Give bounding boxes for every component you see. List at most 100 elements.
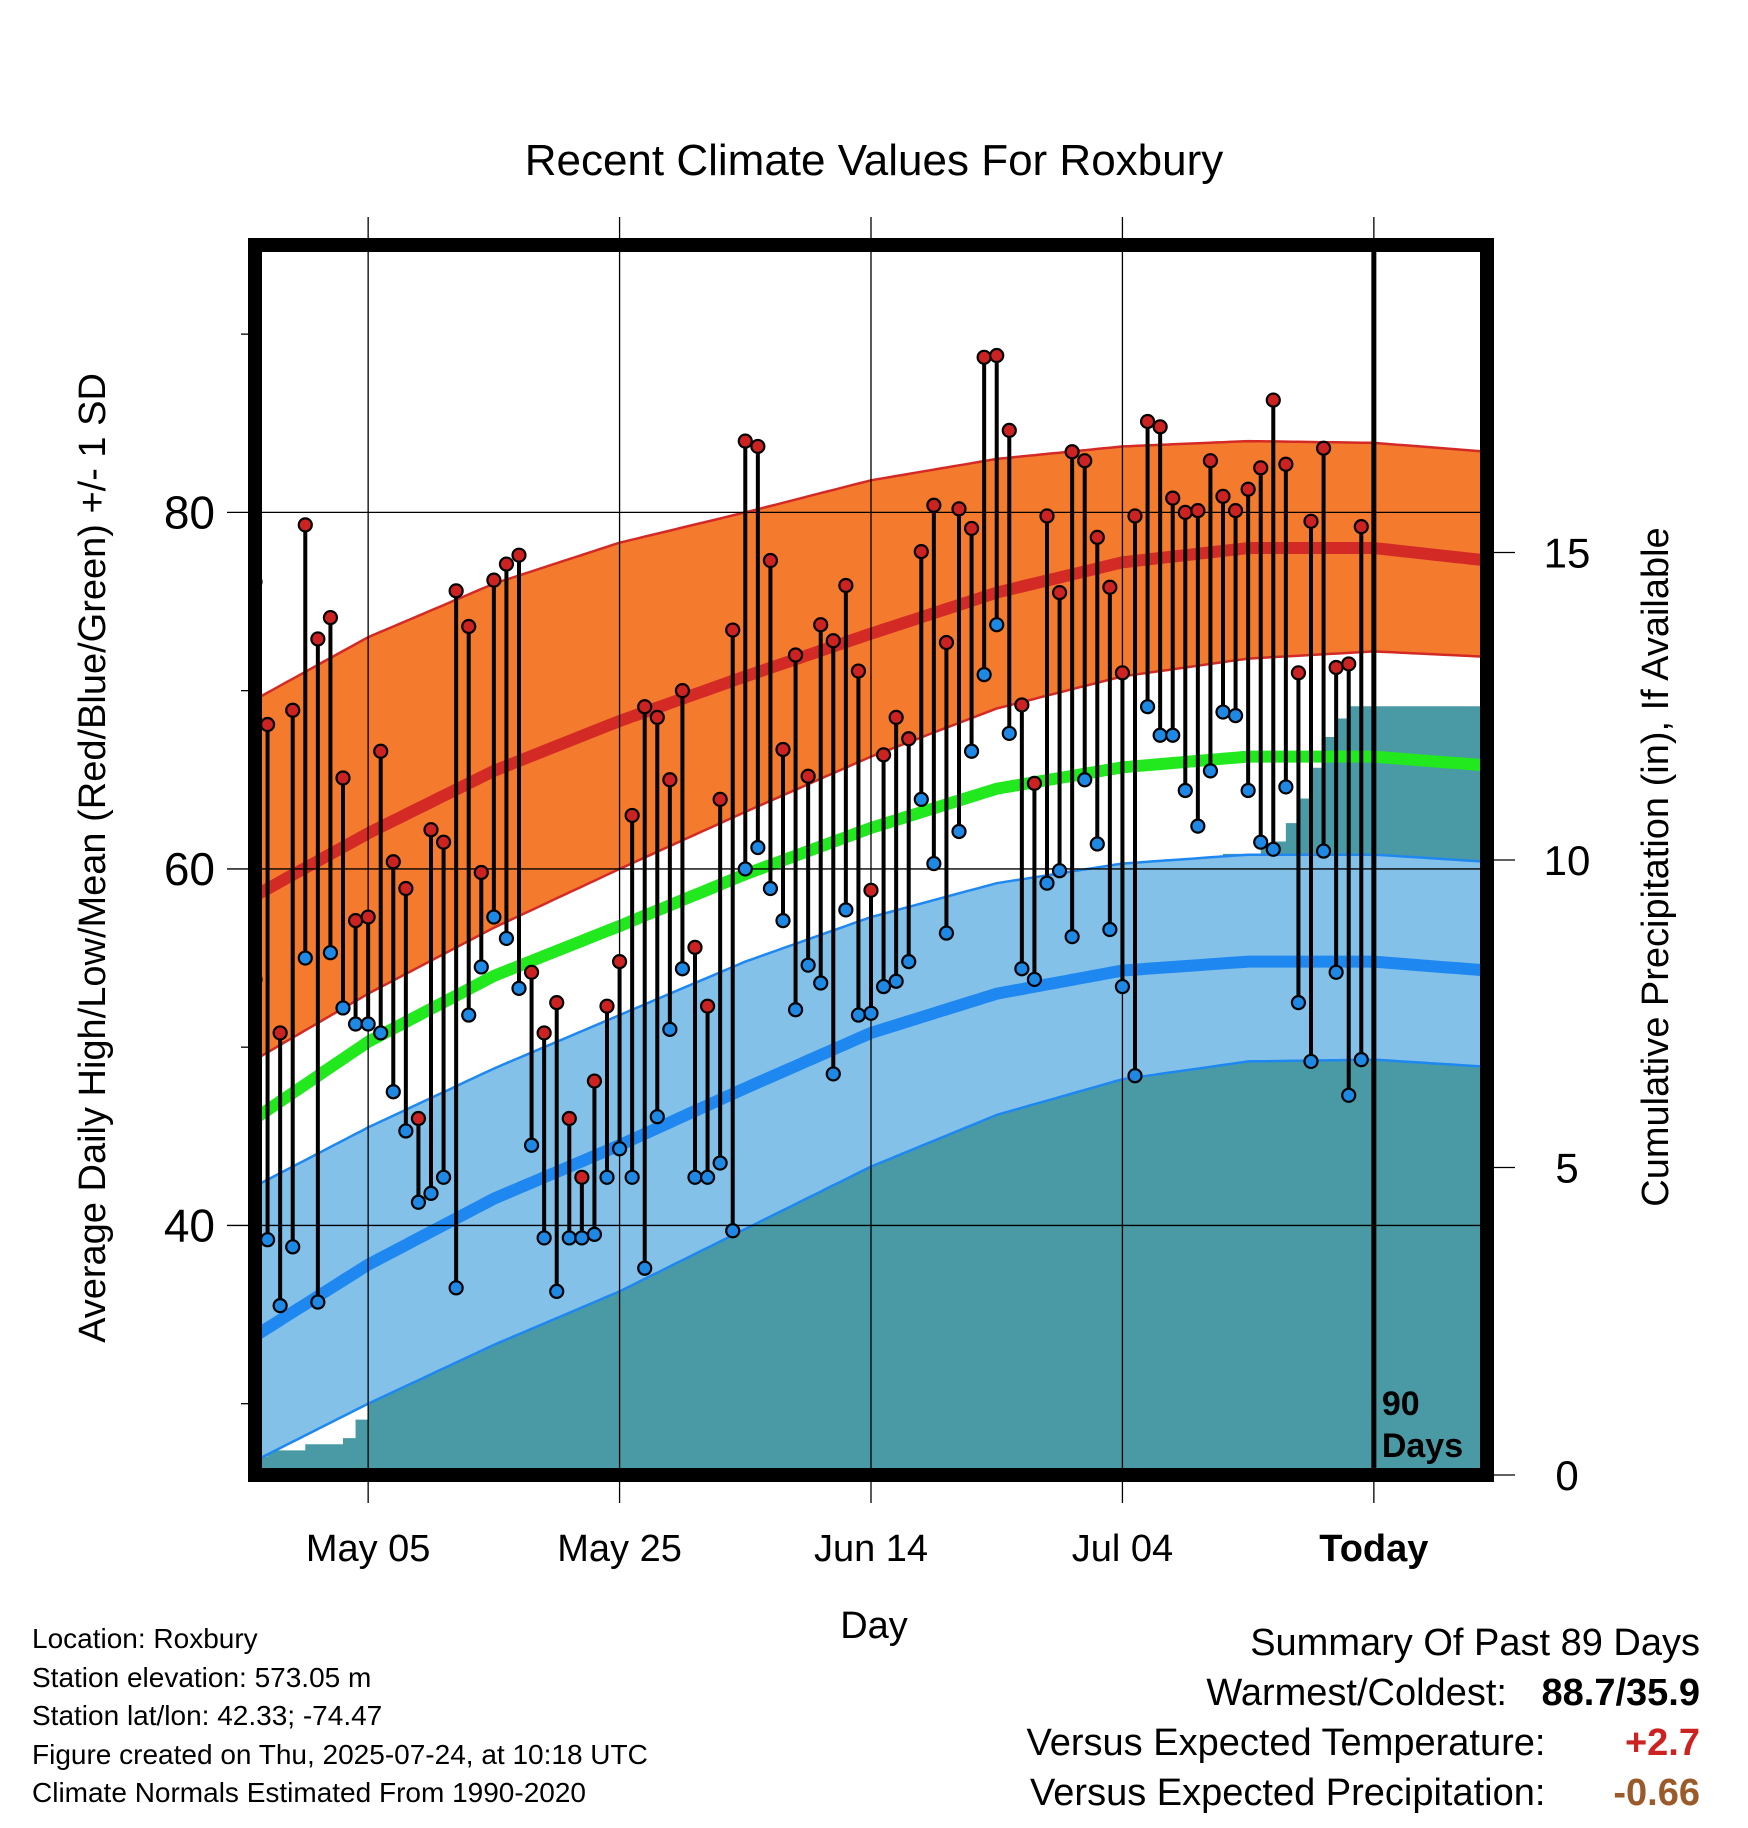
high-point bbox=[498, 556, 515, 572]
low-point bbox=[1001, 725, 1017, 742]
high-point bbox=[536, 1025, 552, 1041]
low-point bbox=[549, 1283, 565, 1299]
high-point bbox=[1051, 585, 1068, 601]
high-point bbox=[272, 1025, 288, 1041]
high-point bbox=[825, 633, 841, 649]
high-point bbox=[1227, 503, 1244, 519]
high-point bbox=[913, 544, 929, 560]
high-point bbox=[473, 864, 489, 881]
x-tick-label: Today bbox=[1319, 1528, 1428, 1570]
low-point bbox=[737, 861, 753, 877]
high-point bbox=[611, 954, 628, 970]
low-point bbox=[888, 973, 904, 989]
low-point bbox=[913, 791, 929, 807]
high-point bbox=[775, 741, 791, 758]
high-point bbox=[737, 433, 753, 449]
low-point bbox=[498, 930, 515, 947]
low-point bbox=[762, 880, 779, 897]
high-point bbox=[461, 618, 477, 635]
high-point bbox=[1265, 392, 1281, 408]
temp-value: +2.7 bbox=[1624, 1722, 1700, 1764]
high-point bbox=[699, 998, 716, 1014]
low-point bbox=[838, 902, 854, 918]
high-point bbox=[712, 791, 728, 807]
high-point bbox=[951, 501, 967, 517]
high-point bbox=[410, 1110, 427, 1127]
low-point bbox=[398, 1123, 414, 1139]
normals-text: Climate Normals Estimated From 1990-2020 bbox=[32, 1777, 586, 1808]
low-point bbox=[699, 1169, 716, 1185]
low-point bbox=[989, 617, 1005, 633]
high-point bbox=[674, 683, 691, 699]
x-tick-label: Jul 04 bbox=[1072, 1528, 1173, 1570]
low-point bbox=[1227, 708, 1244, 724]
low-point bbox=[1127, 1068, 1143, 1084]
high-point bbox=[1089, 529, 1105, 545]
x-tick-label: May 25 bbox=[557, 1528, 682, 1570]
low-point bbox=[787, 1002, 804, 1018]
high-point bbox=[486, 572, 502, 588]
y2-tick-label: 15 bbox=[1544, 530, 1591, 577]
low-point bbox=[272, 1298, 288, 1314]
high-point bbox=[926, 497, 942, 513]
low-point bbox=[1102, 921, 1118, 938]
low-point bbox=[1215, 704, 1231, 720]
low-point bbox=[473, 959, 489, 975]
low-point bbox=[1077, 772, 1093, 788]
precip-value: -0.66 bbox=[1613, 1772, 1700, 1814]
high-point bbox=[787, 647, 804, 663]
high-point bbox=[850, 663, 867, 679]
low-point bbox=[1290, 995, 1307, 1011]
high-point bbox=[901, 731, 917, 747]
chart-title: Recent Climate Values For Roxbury bbox=[525, 136, 1224, 185]
low-point bbox=[926, 855, 942, 872]
low-point bbox=[712, 1155, 728, 1171]
high-point bbox=[1328, 659, 1344, 676]
high-point bbox=[863, 882, 879, 898]
plot-inner bbox=[255, 245, 1487, 1475]
low-point bbox=[523, 1137, 540, 1153]
high-point bbox=[1152, 419, 1168, 435]
low-point bbox=[423, 1185, 439, 1201]
low-point bbox=[1202, 763, 1219, 779]
station-info: Location: Roxbury Station elevation: 573… bbox=[32, 1620, 648, 1813]
low-point bbox=[1026, 971, 1043, 988]
low-point bbox=[1039, 875, 1055, 891]
high-point bbox=[1026, 775, 1043, 791]
high-point bbox=[385, 854, 401, 870]
low-point bbox=[951, 823, 967, 840]
high-point bbox=[649, 709, 665, 725]
warmest-label: Warmest/Coldest: bbox=[1206, 1672, 1507, 1714]
y-tick-label: 80 bbox=[164, 486, 215, 538]
high-point bbox=[523, 964, 540, 980]
low-point bbox=[662, 1021, 678, 1037]
high-point bbox=[1139, 413, 1156, 430]
low-point bbox=[1064, 929, 1080, 945]
high-point bbox=[574, 1169, 590, 1185]
low-point bbox=[1353, 1052, 1369, 1068]
high-point bbox=[989, 347, 1005, 364]
high-point bbox=[1039, 508, 1055, 524]
low-point bbox=[963, 743, 980, 759]
low-point bbox=[1315, 843, 1332, 859]
low-point bbox=[1165, 727, 1181, 743]
low-point bbox=[461, 1007, 477, 1023]
high-point bbox=[511, 547, 527, 563]
low-point bbox=[1089, 836, 1105, 852]
low-point bbox=[611, 1141, 628, 1157]
low-point bbox=[574, 1230, 590, 1246]
summary-temp-row: Versus Expected Temperature: +2.7 bbox=[1027, 1718, 1700, 1768]
low-point bbox=[1278, 779, 1294, 795]
low-point bbox=[1253, 834, 1269, 850]
y2-tick-label: 0 bbox=[1555, 1452, 1578, 1499]
low-point bbox=[674, 961, 691, 977]
low-point bbox=[938, 925, 955, 941]
high-point bbox=[800, 768, 816, 784]
low-point bbox=[1152, 727, 1168, 743]
high-point bbox=[398, 880, 414, 897]
low-point bbox=[637, 1260, 653, 1276]
summary-title: Summary Of Past 89 Days bbox=[1250, 1622, 1700, 1664]
low-point bbox=[285, 1239, 301, 1255]
high-point bbox=[1114, 665, 1131, 681]
high-point bbox=[1215, 488, 1231, 504]
